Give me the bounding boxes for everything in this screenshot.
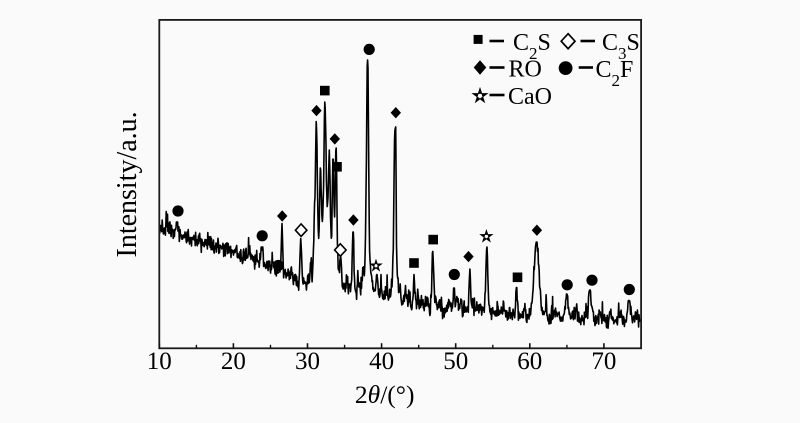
svg-text:30: 30: [295, 348, 320, 375]
svg-text:2θ/(°): 2θ/(°): [355, 380, 415, 409]
svg-text:CaO: CaO: [508, 84, 552, 110]
svg-text:Intensity/a.u.: Intensity/a.u.: [112, 111, 143, 257]
svg-text:10: 10: [147, 348, 172, 375]
svg-text:70: 70: [591, 348, 616, 375]
svg-text:40: 40: [369, 348, 394, 375]
svg-text:50: 50: [443, 348, 468, 375]
svg-text:RO: RO: [509, 57, 542, 83]
svg-text:20: 20: [221, 348, 246, 375]
svg-text:60: 60: [517, 348, 542, 375]
